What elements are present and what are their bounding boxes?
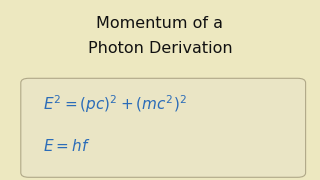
Text: Photon Derivation: Photon Derivation [88,41,232,56]
Text: $E^{2} = (pc)^{2} + (mc^{2})^{2}$: $E^{2} = (pc)^{2} + (mc^{2})^{2}$ [43,94,187,115]
FancyBboxPatch shape [21,78,306,177]
Text: $E = hf$: $E = hf$ [43,138,91,154]
Text: Momentum of a: Momentum of a [97,16,223,31]
